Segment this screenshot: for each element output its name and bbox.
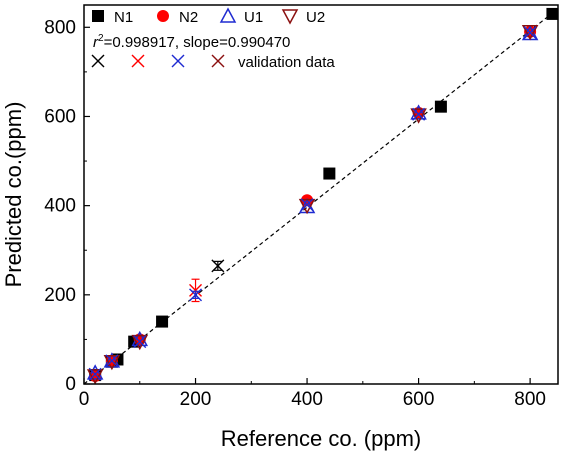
- point-u1: [103, 352, 121, 368]
- validation-cross: [300, 198, 314, 212]
- legend-label-validation: validation data: [238, 54, 335, 71]
- cross-stroke: [189, 283, 203, 297]
- point-n1: [323, 167, 336, 180]
- x-tick-label: 600: [403, 389, 435, 410]
- legend-validation-cross: [131, 54, 145, 68]
- validation-point: [88, 367, 102, 381]
- validation-cross: [105, 354, 119, 368]
- point-u2: [103, 354, 121, 371]
- validation-point: [133, 335, 147, 349]
- legend-marker-n2: [157, 10, 169, 22]
- cross-stroke: [105, 354, 119, 368]
- y-tick-label: 600: [44, 106, 76, 127]
- cross-stroke: [131, 54, 145, 68]
- point-u2: [521, 25, 539, 41]
- legend-validation-cross: [171, 54, 185, 68]
- x-axis-title: Reference co. (ppm): [221, 426, 422, 451]
- validation-point: [523, 26, 537, 40]
- legend-label-u2: U2: [306, 9, 325, 26]
- fit-statistics: r2=0.998917, slope=0.990470: [93, 33, 290, 51]
- x-tick-label: 200: [180, 389, 212, 410]
- y-tick-label: 800: [44, 17, 76, 38]
- cross-stroke: [88, 367, 102, 381]
- point-u2: [86, 369, 104, 385]
- y-tick-label: 200: [44, 285, 76, 306]
- x-tick-label: 400: [291, 389, 323, 410]
- legend-validation-cross: [91, 54, 105, 68]
- validation-point: [189, 288, 203, 302]
- validation-point: [105, 354, 119, 368]
- y-tick-label: 400: [44, 196, 76, 217]
- legend-marker-u1: [219, 7, 237, 23]
- y-axis-title: Predicted co.(ppm): [1, 102, 26, 288]
- legend-marker-u2: [281, 9, 299, 25]
- point-u1: [410, 104, 427, 120]
- validation-cross: [412, 107, 426, 121]
- y-tick-label: 0: [65, 374, 76, 395]
- cross-stroke: [300, 198, 314, 212]
- x-tick-label: 800: [514, 389, 546, 410]
- validation-point: [189, 278, 203, 303]
- point-u2: [410, 108, 427, 124]
- point-n1: [546, 7, 559, 20]
- legend-label-n2: N2: [179, 9, 198, 26]
- legend-label-n1: N1: [114, 9, 133, 26]
- point-u1: [86, 364, 104, 380]
- legend-label-u1: U1: [244, 9, 263, 26]
- cross-stroke: [91, 54, 105, 68]
- cross-stroke: [189, 288, 203, 302]
- x-tick-label: 0: [79, 389, 90, 410]
- point-n1: [434, 100, 447, 113]
- point-u2: [298, 198, 316, 215]
- validation-cross: [189, 288, 203, 302]
- legend-marker-n1: [92, 10, 104, 22]
- validation-point: [412, 107, 426, 121]
- legend: N1 N2 U1 U2 r2=0.998917, slope=0.990470 valid…: [91, 7, 335, 71]
- validation-point: [211, 259, 225, 273]
- point-n1: [156, 315, 169, 328]
- cross-stroke: [523, 26, 537, 40]
- cross-stroke: [171, 54, 185, 68]
- validation-cross: [133, 335, 147, 349]
- validation-cross: [211, 259, 225, 273]
- cross-stroke: [211, 54, 225, 68]
- cross-stroke: [412, 107, 426, 121]
- validation-cross: [523, 26, 537, 40]
- cross-stroke: [133, 335, 147, 349]
- plot-frame: [83, 4, 559, 385]
- validation-cross: [189, 283, 203, 297]
- legend-validation-cross: [211, 54, 225, 68]
- validation-cross: [88, 367, 102, 381]
- point-u2: [131, 334, 149, 351]
- cross-stroke: [211, 259, 225, 273]
- validation-point: [300, 198, 314, 212]
